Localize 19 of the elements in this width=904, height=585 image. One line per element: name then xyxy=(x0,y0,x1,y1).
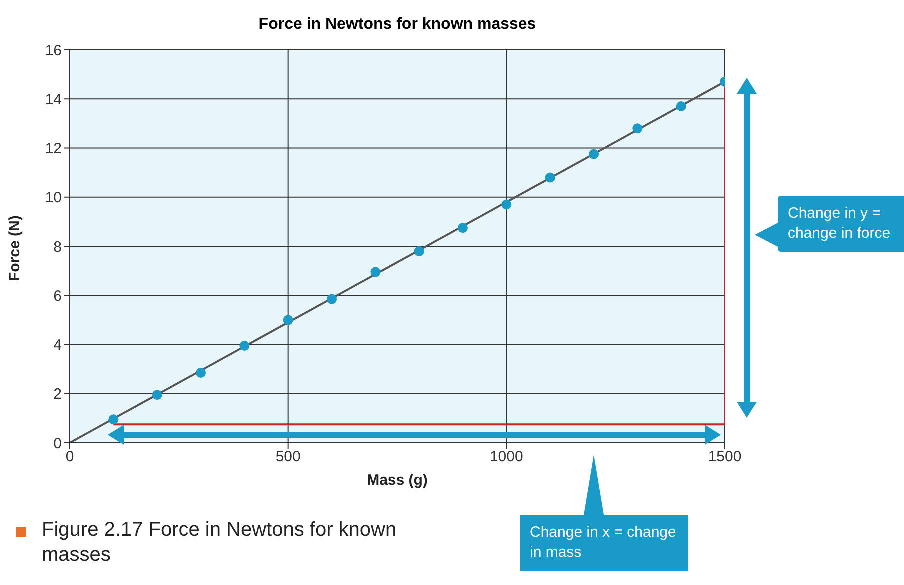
y-axis-title: Force (N) xyxy=(6,216,24,282)
x-tick-label: 0 xyxy=(66,448,74,466)
y-tick-label: 16 xyxy=(45,42,62,60)
chart-title: Force in Newtons for known masses xyxy=(258,16,538,34)
y-tick-label: 0 xyxy=(54,435,62,452)
x-tick-label: 500 xyxy=(276,448,301,466)
y-tick-label: 8 xyxy=(54,238,62,256)
x-axis-title: Mass (g) xyxy=(367,472,428,489)
text: Change in y = change in force xyxy=(778,196,904,252)
y-tick-label: 2 xyxy=(54,386,62,404)
caption: Figure 2.17 Force in Newtons for known masses xyxy=(42,518,398,568)
y-tick-label: 6 xyxy=(54,288,62,305)
y-tick-label: 12 xyxy=(45,140,62,158)
y-tick-label: 4 xyxy=(54,337,62,354)
x-tick-label: 1500 xyxy=(708,448,742,466)
x-tick-label: 1000 xyxy=(490,448,524,466)
y-tick-label: 10 xyxy=(45,190,62,207)
y-tick-label: 14 xyxy=(45,91,62,108)
text: Change in x = change in mass xyxy=(520,515,688,571)
